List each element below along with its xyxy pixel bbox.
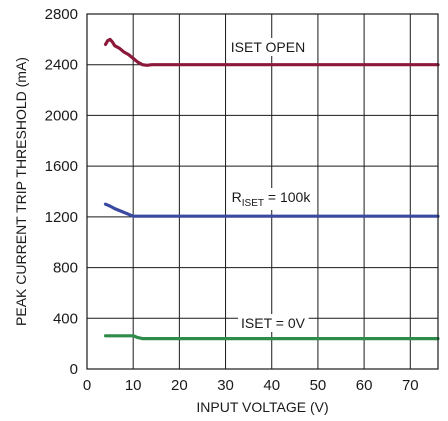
series-label-bg bbox=[238, 314, 309, 332]
series-label-bg bbox=[228, 188, 315, 210]
series-line-0 bbox=[103, 37, 440, 67]
tick-labels: 0 10 20 30 40 50 60 70 0 400 800 1200 1600 2000 2400 28… bbox=[45, 6, 419, 394]
x-tick-label: 40 bbox=[263, 377, 280, 394]
y-tick-label: 2400 bbox=[45, 57, 78, 74]
series-lines bbox=[103, 37, 440, 341]
y-tick-label: 2800 bbox=[45, 6, 78, 23]
x-tick-label: 70 bbox=[402, 377, 419, 394]
series-label-tail: = 100k bbox=[264, 189, 311, 205]
series-label-main: R bbox=[232, 189, 242, 205]
y-tick-label: 0 bbox=[70, 361, 78, 378]
y-tick-label: 1600 bbox=[45, 158, 78, 175]
x-tick-label: 50 bbox=[310, 377, 327, 394]
x-tick-label: 0 bbox=[83, 377, 91, 394]
series-line-2 bbox=[103, 334, 440, 341]
y-tick-label: 400 bbox=[53, 310, 78, 327]
series-label-2: ISET = 0V bbox=[241, 315, 306, 331]
x-tick-label: 10 bbox=[125, 377, 142, 394]
series-label-bg bbox=[227, 38, 309, 56]
y-tick-label: 800 bbox=[53, 260, 78, 277]
series-label-subscript: ISET bbox=[242, 198, 264, 209]
x-tick-label: 60 bbox=[356, 377, 373, 394]
series-line-1 bbox=[103, 202, 440, 218]
y-tick-label: 2000 bbox=[45, 107, 78, 124]
y-axis-title: PEAK CURRENT TRIP THRESHOLD (mA) bbox=[13, 57, 29, 326]
plot-frame bbox=[86, 13, 439, 370]
series-label-0: ISET OPEN bbox=[231, 39, 305, 55]
y-tick-label: 1200 bbox=[45, 209, 78, 226]
x-tick-label: 20 bbox=[171, 377, 188, 394]
series-labels: ISET OPEN RISET = 100k ISET = 0V bbox=[227, 38, 315, 332]
series-label-main: ISET OPEN bbox=[231, 39, 305, 55]
series-label-main: ISET = 0V bbox=[241, 315, 306, 331]
series-label-1: RISET = 100k bbox=[232, 189, 312, 209]
x-tick-label: 30 bbox=[217, 377, 234, 394]
x-axis-title: INPUT VOLTAGE (V) bbox=[196, 399, 328, 415]
